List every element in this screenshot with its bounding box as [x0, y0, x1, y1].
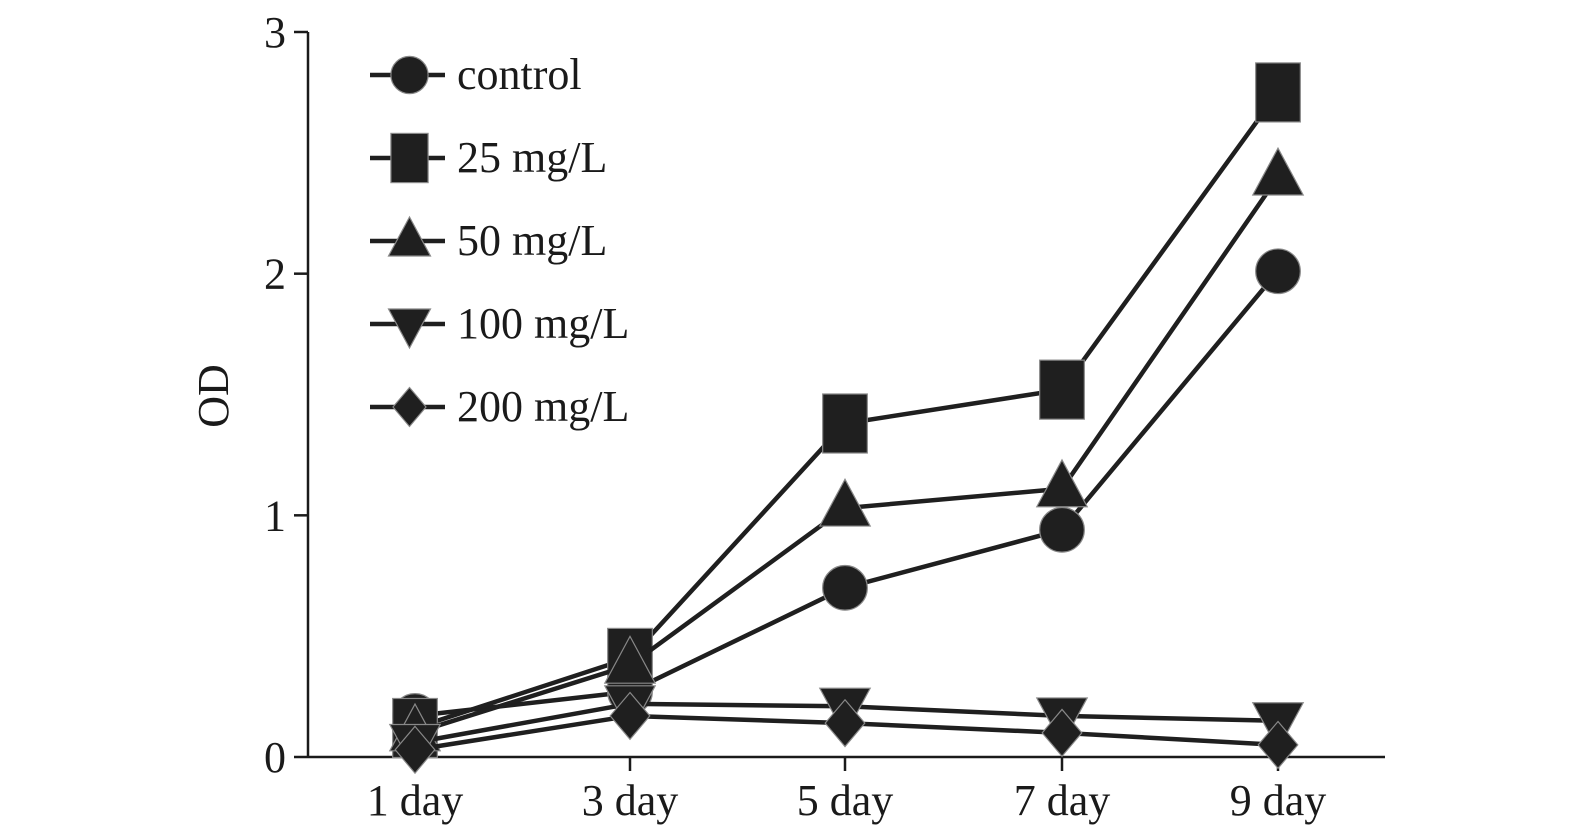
legend-marker: [387, 308, 432, 350]
legend-label: 100 mg/L: [457, 299, 629, 348]
y-tick-label: 3: [264, 8, 286, 57]
data-point: [1255, 248, 1301, 295]
legend-item: 50 mg/L: [370, 215, 607, 265]
x-tick-label: 5 day: [797, 776, 894, 825]
series-50-mg-l: [388, 146, 1305, 752]
x-tick-label: 7 day: [1014, 776, 1111, 825]
data-point: [1035, 458, 1089, 508]
legend-item: control: [370, 50, 582, 99]
x-tick-label: 9 day: [1230, 776, 1327, 825]
legend-item: 200 mg/L: [370, 382, 629, 431]
data-point: [394, 725, 436, 775]
y-axis-label: OD: [189, 364, 238, 428]
data-point: [1255, 62, 1301, 123]
data-point: [603, 635, 657, 684]
x-tick-label: 1 day: [367, 776, 464, 825]
y-tick-label: 0: [264, 733, 286, 782]
data-point: [609, 691, 651, 741]
y-tick-label: 2: [264, 250, 286, 299]
legend-label: 50 mg/L: [457, 216, 607, 265]
legend-item: 100 mg/L: [370, 299, 629, 350]
data-point: [822, 564, 868, 611]
series-200-mg-l: [394, 691, 1299, 775]
data-point: [1257, 720, 1299, 770]
legend-marker: [392, 386, 427, 428]
legend-marker: [387, 215, 432, 257]
legend-marker: [390, 132, 429, 184]
legend-marker: [390, 55, 429, 95]
data-point: [1039, 359, 1085, 420]
data-point: [818, 478, 872, 527]
series-group: [388, 62, 1305, 775]
legend: control 25 mg/L 50 mg/L 100 mg/L 200 mg/L: [370, 50, 629, 431]
data-point: [824, 698, 866, 748]
data-point: [1251, 146, 1305, 196]
x-tick-label: 3 day: [582, 776, 679, 825]
legend-label: 25 mg/L: [457, 133, 607, 182]
legend-item: 25 mg/L: [370, 132, 607, 184]
data-point: [1039, 506, 1085, 553]
legend-label: 200 mg/L: [457, 382, 629, 431]
data-point: [1041, 708, 1083, 758]
legend-label: control: [457, 50, 582, 99]
axes: 0 1 2 3 1 day 3 day 5 day 7 day 9 day OD: [189, 8, 1385, 825]
data-point: [822, 393, 868, 454]
y-tick-label: 1: [264, 491, 286, 540]
